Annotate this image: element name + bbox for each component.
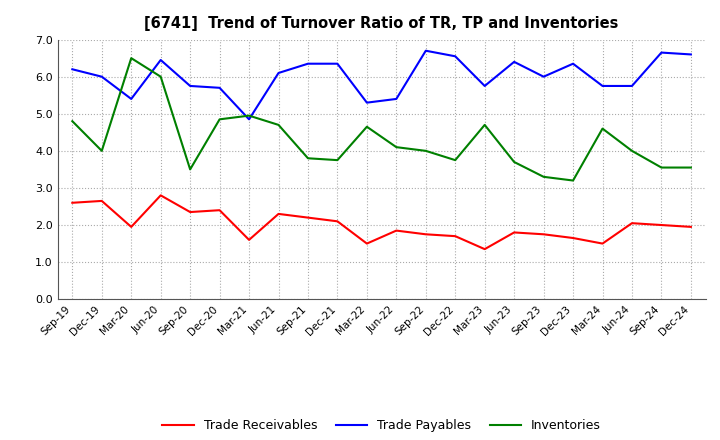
Trade Payables bbox=[628, 83, 636, 88]
Inventories bbox=[392, 144, 400, 150]
Inventories bbox=[274, 122, 283, 128]
Inventories bbox=[451, 158, 459, 163]
Trade Payables bbox=[156, 57, 165, 62]
Trade Receivables bbox=[274, 211, 283, 216]
Inventories bbox=[68, 118, 76, 124]
Inventories bbox=[97, 148, 106, 154]
Inventories bbox=[333, 158, 342, 163]
Trade Payables bbox=[421, 48, 430, 53]
Trade Receivables bbox=[304, 215, 312, 220]
Inventories bbox=[480, 122, 489, 128]
Trade Payables bbox=[510, 59, 518, 65]
Inventories bbox=[687, 165, 696, 170]
Trade Receivables bbox=[156, 193, 165, 198]
Inventories bbox=[127, 55, 135, 61]
Trade Receivables bbox=[127, 224, 135, 230]
Inventories bbox=[657, 165, 666, 170]
Inventories bbox=[628, 148, 636, 154]
Inventories bbox=[569, 178, 577, 183]
Inventories bbox=[304, 156, 312, 161]
Line: Trade Receivables: Trade Receivables bbox=[72, 195, 691, 249]
Inventories bbox=[215, 117, 224, 122]
Inventories bbox=[245, 113, 253, 118]
Trade Receivables bbox=[687, 224, 696, 230]
Trade Payables bbox=[274, 70, 283, 76]
Trade Payables bbox=[245, 117, 253, 122]
Inventories bbox=[363, 124, 372, 129]
Trade Receivables bbox=[97, 198, 106, 204]
Trade Payables bbox=[687, 52, 696, 57]
Legend: Trade Receivables, Trade Payables, Inventories: Trade Receivables, Trade Payables, Inven… bbox=[157, 414, 606, 437]
Inventories bbox=[510, 159, 518, 165]
Line: Trade Payables: Trade Payables bbox=[72, 51, 691, 119]
Trade Receivables bbox=[333, 219, 342, 224]
Trade Receivables bbox=[628, 220, 636, 226]
Trade Receivables bbox=[451, 234, 459, 239]
Trade Receivables bbox=[421, 231, 430, 237]
Trade Payables bbox=[451, 54, 459, 59]
Trade Payables bbox=[333, 61, 342, 66]
Trade Receivables bbox=[68, 200, 76, 205]
Trade Payables bbox=[304, 61, 312, 66]
Trade Payables bbox=[598, 83, 607, 88]
Trade Receivables bbox=[598, 241, 607, 246]
Trade Receivables bbox=[392, 228, 400, 233]
Trade Payables bbox=[363, 100, 372, 105]
Line: Inventories: Inventories bbox=[72, 58, 691, 180]
Trade Payables bbox=[127, 96, 135, 102]
Trade Receivables bbox=[245, 237, 253, 242]
Trade Payables bbox=[480, 83, 489, 88]
Trade Payables bbox=[539, 74, 548, 79]
Trade Receivables bbox=[510, 230, 518, 235]
Inventories bbox=[421, 148, 430, 154]
Trade Receivables bbox=[539, 231, 548, 237]
Trade Payables bbox=[186, 83, 194, 88]
Trade Receivables bbox=[569, 235, 577, 241]
Trade Payables bbox=[68, 66, 76, 72]
Trade Receivables bbox=[215, 208, 224, 213]
Trade Receivables bbox=[363, 241, 372, 246]
Trade Receivables bbox=[480, 246, 489, 252]
Inventories bbox=[156, 74, 165, 79]
Trade Payables bbox=[392, 96, 400, 102]
Trade Payables bbox=[569, 61, 577, 66]
Title: [6741]  Trend of Turnover Ratio of TR, TP and Inventories: [6741] Trend of Turnover Ratio of TR, TP… bbox=[145, 16, 618, 32]
Inventories bbox=[186, 167, 194, 172]
Trade Receivables bbox=[186, 209, 194, 215]
Trade Receivables bbox=[657, 222, 666, 227]
Inventories bbox=[598, 126, 607, 131]
Trade Payables bbox=[657, 50, 666, 55]
Trade Payables bbox=[215, 85, 224, 91]
Inventories bbox=[539, 174, 548, 180]
Trade Payables bbox=[97, 74, 106, 79]
